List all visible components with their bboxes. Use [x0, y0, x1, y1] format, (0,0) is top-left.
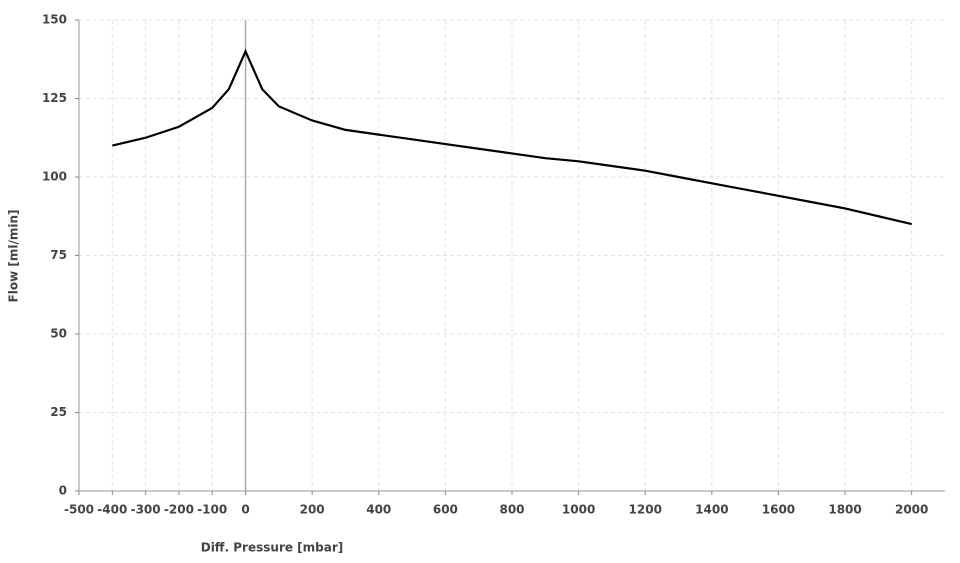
x-tick-label: 2000	[895, 503, 928, 517]
x-tick-label: 1800	[828, 503, 861, 517]
y-tick-label: 50	[50, 327, 67, 341]
y-axis-title: Flow [ml/min]	[7, 210, 21, 303]
y-tick-label: 125	[42, 91, 67, 105]
x-tick-label: 600	[433, 503, 458, 517]
x-tick-label: 200	[300, 503, 325, 517]
y-tick-label: 25	[50, 405, 67, 419]
x-tick-label: 800	[499, 503, 524, 517]
y-tick-label: 150	[42, 13, 67, 27]
x-tick-label: 1600	[762, 503, 795, 517]
x-tick-label: 1200	[629, 503, 662, 517]
x-tick-label: -200	[164, 503, 194, 517]
y-tick-label: 0	[59, 484, 67, 498]
x-tick-label: 400	[366, 503, 391, 517]
data-line	[112, 48, 912, 226]
x-tick-label: -100	[197, 503, 227, 517]
x-tick-label: -400	[97, 503, 127, 517]
y-tick-label: 75	[50, 248, 67, 262]
y-tick-label: 100	[42, 170, 67, 184]
x-tick-label: 1400	[695, 503, 728, 517]
x-tick-label: -300	[131, 503, 161, 517]
x-axis-title: Diff. Pressure [mbar]	[201, 541, 344, 555]
x-tick-label: 1000	[562, 503, 595, 517]
x-tick-label: -500	[64, 503, 94, 517]
x-tick-label: 0	[241, 503, 249, 517]
